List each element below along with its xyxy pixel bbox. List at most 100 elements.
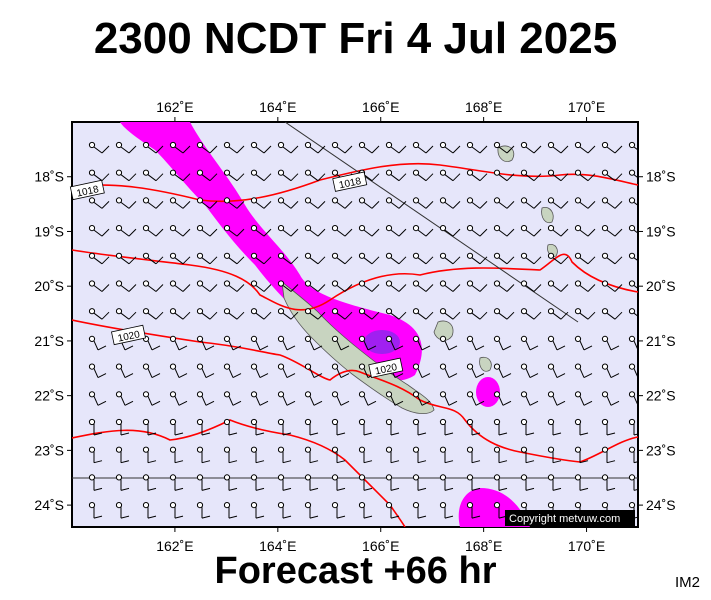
wind-barb: [115, 141, 137, 154]
lat-tick-label-left: 24˚S: [34, 497, 64, 513]
wind-barb: [304, 502, 319, 519]
wind-barb: [601, 391, 620, 406]
wind-barb: [385, 169, 407, 182]
isobar-label-text: 1018: [76, 184, 100, 199]
wind-barb: [412, 225, 434, 237]
wind-barb: [439, 252, 461, 265]
lat-tick-label-right: 18˚S: [646, 169, 676, 185]
wind-barb: [304, 141, 326, 154]
wind-barb: [142, 391, 161, 406]
wind-barb: [304, 446, 319, 464]
wind-barb: [439, 335, 458, 351]
lon-tick-label-top: 162˚E: [156, 99, 193, 115]
wind-barb: [223, 502, 238, 519]
wind-barb: [466, 474, 481, 491]
lat-tick-label-left: 23˚S: [34, 442, 64, 458]
wind-barb: [304, 474, 319, 491]
lon-tick-label-bottom: 168˚E: [465, 538, 502, 554]
wind-barb: [601, 252, 623, 265]
wind-barb: [142, 197, 164, 209]
wind-barb: [169, 363, 188, 379]
wind-barb: [493, 363, 512, 379]
wind-barb: [601, 169, 623, 182]
wind-barb: [520, 280, 542, 292]
wind-barb: [412, 141, 434, 154]
wind-barb: [493, 335, 512, 351]
lat-tick-label-right: 19˚S: [646, 223, 676, 239]
wind-barb: [547, 141, 569, 154]
wind-barb: [520, 418, 535, 436]
wind-barb: [88, 141, 110, 154]
wind-barb: [277, 252, 299, 265]
wind-barb: [196, 308, 218, 320]
wind-barb: [331, 252, 353, 265]
wind-barb: [277, 418, 292, 436]
wind-barb: [115, 280, 137, 292]
wind-barb: [304, 252, 326, 265]
wind-barb: [169, 197, 191, 209]
wind-barb: [574, 474, 589, 491]
lifou-island: [433, 320, 454, 341]
wind-barb: [304, 225, 326, 237]
wind-barb: [439, 308, 461, 320]
wind-barb: [115, 391, 134, 406]
wind-barb: [439, 391, 458, 406]
wind-barb: [88, 474, 103, 491]
wind-barb: [520, 446, 535, 464]
wind-barb: [466, 141, 488, 154]
wind-barb: [169, 335, 188, 351]
wind-barb: [223, 169, 245, 182]
wind-barb: [628, 252, 638, 262]
wind-barb: [493, 141, 515, 154]
wind-barb: [385, 252, 407, 265]
wind-barb: [88, 446, 103, 464]
wind-barb: [196, 502, 211, 519]
wind-barb: [601, 141, 623, 154]
copyright-box: [505, 510, 635, 526]
wind-barb: [196, 474, 211, 491]
wind-barb: [385, 225, 407, 237]
isobar-label-text: 1020: [374, 362, 398, 377]
copyright-text: Copyright metvuw.com: [509, 513, 620, 525]
wind-barb: [277, 446, 292, 464]
wind-barb: [412, 252, 434, 265]
lon-tick-label-bottom: 162˚E: [156, 538, 193, 554]
wind-barb: [331, 197, 353, 209]
lon-tick-label-bottom: 166˚E: [362, 538, 399, 554]
lat-tick-label-left: 18˚S: [34, 169, 64, 185]
wind-barb: [88, 418, 103, 436]
wind-barb: [601, 335, 620, 351]
wind-barb: [277, 474, 292, 491]
wind-barb: [412, 418, 427, 436]
wind-barb: [493, 418, 508, 436]
wind-barb: [88, 335, 107, 351]
wind-barb: [412, 308, 434, 320]
wind-barb: [358, 391, 377, 406]
wind-barb: [115, 502, 130, 519]
wind-barb: [466, 446, 481, 464]
lon-tick-label-top: 170˚E: [568, 99, 605, 115]
wind-barb: [358, 252, 380, 265]
wind-barb: [223, 446, 238, 464]
wind-barb: [574, 418, 589, 436]
wind-barb: [115, 418, 130, 436]
wind-barb: [358, 446, 373, 464]
wind-barb: [142, 418, 157, 436]
wind-barb: [304, 280, 326, 292]
wind-barb: [331, 308, 353, 320]
wind-barb: [142, 252, 164, 265]
wind-barb: [628, 391, 638, 406]
wind-barb: [628, 363, 638, 378]
wind-barb: [223, 418, 238, 436]
wind-barb: [169, 169, 191, 182]
wind-barb: [169, 502, 184, 519]
wind-barb: [439, 197, 461, 209]
wind-barb: [196, 363, 215, 379]
wind-barb: [250, 197, 272, 209]
wind-barb: [466, 197, 488, 209]
isobar-label-box: [111, 324, 146, 346]
wind-barb: [493, 280, 515, 292]
wind-barb: [223, 225, 245, 237]
wind-barb: [547, 252, 569, 265]
